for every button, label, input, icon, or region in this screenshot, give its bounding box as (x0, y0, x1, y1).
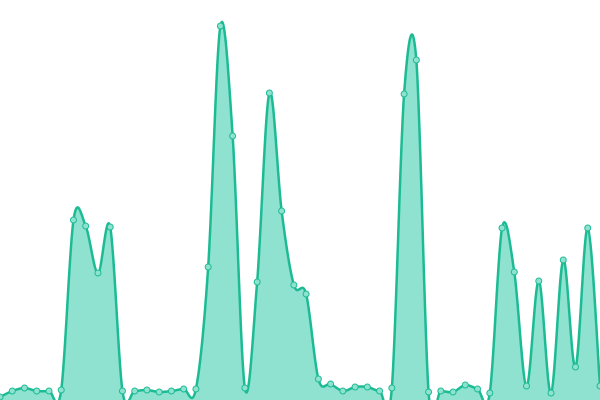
data-point (143, 386, 151, 394)
data-point (498, 224, 506, 232)
data-point (486, 389, 494, 397)
data-point (216, 22, 224, 30)
data-point (278, 207, 286, 215)
data-point (155, 388, 163, 396)
data-point (302, 290, 310, 298)
data-point (180, 385, 188, 393)
data-point (510, 268, 518, 276)
area-line (0, 20, 600, 400)
data-point (229, 132, 237, 140)
data-point (241, 384, 249, 392)
data-point (253, 278, 261, 286)
data-point (596, 382, 600, 390)
data-point (314, 375, 322, 383)
data-point (584, 224, 592, 232)
data-point (535, 277, 543, 285)
data-point (572, 363, 580, 371)
data-point (167, 387, 175, 395)
data-point (82, 222, 90, 230)
data-point (204, 263, 212, 271)
data-point (106, 223, 114, 231)
data-point (33, 387, 41, 395)
data-point (8, 387, 16, 395)
data-point (559, 256, 567, 264)
data-point (94, 269, 102, 277)
data-point (547, 389, 555, 397)
data-point (523, 382, 531, 390)
area-fill (0, 22, 600, 400)
data-point (388, 384, 396, 392)
data-point (290, 281, 298, 289)
data-point (437, 387, 445, 395)
data-point (363, 383, 371, 391)
data-point (131, 387, 139, 395)
data-point (327, 380, 335, 388)
data-point (45, 387, 53, 395)
data-point (192, 385, 200, 393)
data-point (412, 56, 420, 64)
data-point (461, 381, 469, 389)
data-point (376, 387, 384, 395)
data-point (0, 393, 4, 400)
data-point (425, 388, 433, 396)
data-point (351, 383, 359, 391)
data-point (20, 384, 28, 392)
data-point (57, 386, 65, 394)
data-point (265, 89, 273, 97)
data-point (474, 385, 482, 393)
data-point (400, 90, 408, 98)
data-point (339, 387, 347, 395)
data-point (118, 387, 126, 395)
data-point (449, 388, 457, 396)
data-point (69, 216, 77, 224)
